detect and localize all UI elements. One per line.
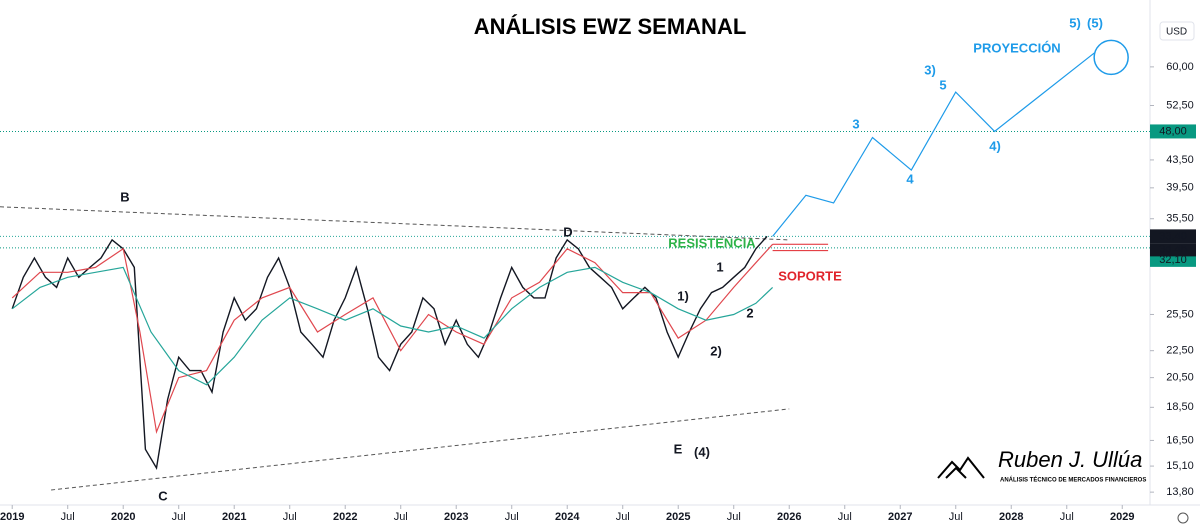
x-tick-label: 2029 [1110, 511, 1134, 523]
y-tick-label: 15,10 [1166, 460, 1194, 472]
settings-icon[interactable] [1177, 512, 1189, 524]
price-tag-label: 32,10 [1159, 254, 1187, 266]
x-tick-label: Jul [727, 511, 741, 523]
y-tick-label: 13,80 [1166, 486, 1194, 498]
watermark-logo [937, 456, 985, 479]
y-tick-label: 25,50 [1166, 308, 1194, 320]
annotation: 2) [710, 343, 722, 358]
annotation: PROYECCIÓN [973, 40, 1060, 55]
series-line [11, 235, 768, 471]
y-tick-label: 39,50 [1166, 182, 1194, 194]
annotation: SOPORTE [778, 268, 842, 283]
annotation: 3) [924, 62, 936, 77]
x-tick-label: Jul [838, 511, 852, 523]
annotation: D [563, 224, 572, 239]
trendline [0, 206, 790, 241]
annotation: (5) [1087, 15, 1103, 30]
chart-title: ANÁLISIS EWZ SEMANAL [474, 14, 747, 39]
target-circle [1093, 39, 1129, 76]
x-tick-label: Jul [505, 511, 519, 523]
x-tick-label: Jul [394, 511, 408, 523]
x-tick-label: 2021 [222, 511, 246, 523]
currency[interactable]: USD [1166, 27, 1187, 38]
annotation: RESISTENCIA [668, 235, 756, 250]
x-tick-label: 2027 [888, 511, 912, 523]
annotation: C [158, 488, 168, 503]
series-line [11, 266, 774, 386]
currency-button[interactable] [1159, 21, 1195, 41]
trendline [51, 408, 790, 491]
y-tick-label: 18,50 [1166, 401, 1194, 413]
y-tick-label: 22,50 [1166, 345, 1194, 357]
x-tick-label: 2022 [333, 511, 357, 523]
x-tick-label: Jul [283, 511, 297, 523]
x-tick-label: 2023 [444, 511, 468, 523]
x-tick-label: 2024 [555, 511, 580, 523]
price-tag-label: 33,40 [1159, 230, 1187, 242]
x-tick-label: 2019 [0, 511, 24, 523]
x-tick-label: Jul [1060, 511, 1074, 523]
x-tick-label: 2020 [111, 511, 135, 523]
y-tick-label: 16,50 [1166, 434, 1194, 446]
x-tick-label: Jul [616, 511, 630, 523]
x-tick-label: 2026 [777, 511, 801, 523]
annotation: 5 [939, 77, 946, 92]
annotation: 3 [852, 116, 859, 131]
countdown-tag [1150, 243, 1196, 257]
annotation: 2 [746, 305, 753, 320]
annotation: 1 [716, 259, 723, 274]
y-tick-label: 60,00 [1166, 61, 1194, 73]
annotation: 1) [677, 288, 689, 303]
series-line [11, 243, 774, 434]
annotation: 5) [1069, 15, 1081, 30]
watermark-name: Ruben J. Ullúa [998, 447, 1142, 472]
annotation: 4) [989, 138, 1001, 153]
watermark-tagline: ANÁLISIS TÉCNICO DE MERCADOS FINANCIEROS [1000, 476, 1146, 484]
price-tag [1150, 229, 1196, 244]
x-tick-label: Jul [61, 511, 75, 523]
countdown: 3d 4h [1159, 243, 1187, 255]
annotation: B [120, 189, 129, 204]
y-tick-label: 43,50 [1166, 154, 1194, 166]
price-tag [1150, 124, 1196, 139]
annotation: (4) [694, 444, 710, 459]
x-tick-label: 2025 [666, 511, 690, 523]
x-tick-label: Jul [172, 511, 186, 523]
y-tick-label: 35,50 [1166, 213, 1194, 225]
y-tick-label: 20,50 [1166, 372, 1194, 384]
watermark: Ruben J. Ullúa ANÁLISIS TÉCNICO DE MERCA… [937, 447, 1146, 484]
annotation: E [674, 441, 683, 456]
series-line [772, 52, 1095, 237]
x-tick-label: 2028 [999, 511, 1023, 523]
x-tick-label: Jul [949, 511, 963, 523]
annotation: 4 [906, 171, 914, 186]
y-tick-label: 52,50 [1166, 99, 1194, 111]
price-tag-label: 48,00 [1159, 125, 1187, 137]
